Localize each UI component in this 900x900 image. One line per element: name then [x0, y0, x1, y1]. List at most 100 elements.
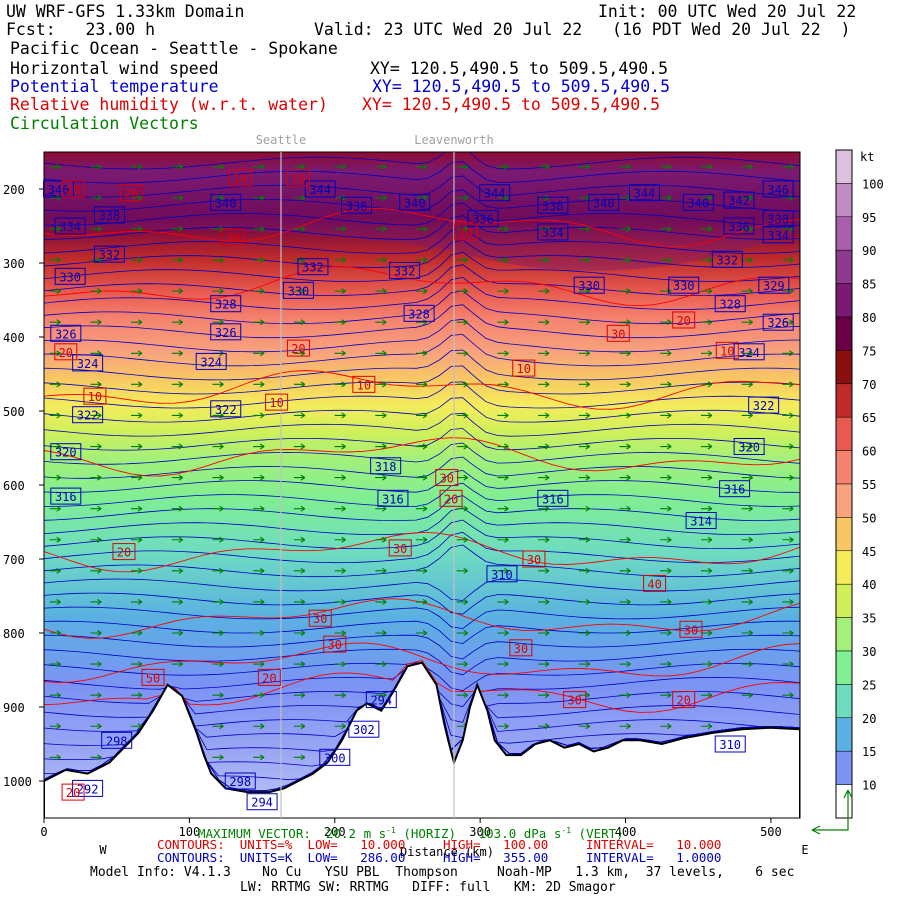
theta-label: 298 [106, 734, 128, 748]
rh-label-box [352, 375, 376, 393]
theta-label-box [72, 779, 104, 797]
circulation-vector [578, 319, 591, 326]
circulation-vector [660, 474, 672, 481]
rh-label: 20 [66, 786, 80, 800]
rh-label: 10 [291, 172, 305, 186]
circulation-vector [497, 257, 509, 264]
circulation-vector [293, 194, 306, 201]
circulation-vector [212, 163, 224, 170]
circulation-vector [293, 754, 306, 761]
rh-label-box [435, 469, 459, 487]
circulation-vector [49, 630, 61, 636]
circulation-vector [741, 598, 753, 605]
rh-label-box [308, 609, 332, 627]
circulation-vector [700, 567, 713, 574]
circulation-vector [49, 319, 61, 326]
theta-contour [44, 215, 800, 240]
circulation-vector [538, 288, 550, 295]
model-title: UW WRF-GFS 1.33km Domain [6, 2, 245, 21]
rh-label-box [61, 783, 85, 801]
circulation-vector [660, 412, 672, 419]
theta-label: 340 [687, 196, 709, 210]
circulation-vector [456, 474, 468, 481]
circulation-vector [171, 536, 184, 543]
circulation-vector [334, 412, 346, 419]
circulation-vector [334, 225, 346, 232]
circulation-vector [578, 692, 591, 699]
circulation-vector [660, 661, 672, 668]
colorbar-label: 60 [862, 445, 876, 459]
colorbar-swatch [835, 583, 853, 618]
circulation-vector [782, 661, 794, 668]
rh-label: 10 [88, 390, 102, 404]
circulation-vector [293, 225, 306, 232]
theta-label-box [479, 184, 511, 202]
theta-label-box [399, 193, 431, 211]
circulation-vector [578, 163, 591, 170]
circulation-vector [334, 567, 346, 574]
rh-label: 30 [527, 553, 541, 567]
circulation-vector [497, 474, 509, 481]
circulation-vector [49, 381, 61, 388]
theta-label: 329 [763, 279, 785, 293]
theta-label: 332 [716, 253, 738, 267]
colorbar-label: 45 [862, 545, 876, 559]
circulation-vector [334, 288, 346, 295]
circulation-vector [741, 505, 753, 512]
theta-contour [44, 251, 800, 282]
circulation-vector [334, 505, 346, 512]
rh-label: 20 [262, 671, 276, 685]
circulation-vector [212, 288, 224, 295]
circulation-vector [253, 381, 265, 388]
theta-label-box [723, 191, 755, 209]
colorbar-unit: kt [860, 150, 874, 164]
circulation-vector [171, 474, 184, 481]
circulation-vector [253, 630, 265, 636]
circulation-vector [538, 350, 550, 357]
circulation-vector [497, 412, 509, 419]
circulation-vector [171, 350, 184, 357]
theta-contour [44, 381, 800, 409]
circulation-vector [578, 567, 591, 574]
circulation-vector [538, 381, 550, 388]
circulation-vector [538, 598, 550, 605]
circulation-vector [416, 163, 428, 170]
location-label: Seattle [256, 133, 307, 147]
circulation-vector [619, 505, 631, 512]
theta-label: 326 [215, 326, 237, 340]
theta-contour [44, 276, 800, 311]
theta-label: 310 [719, 738, 741, 752]
theta-label: 324 [200, 355, 222, 369]
theta-label: 316 [382, 492, 404, 506]
rh-contour [44, 370, 800, 410]
y-tick-label: 600 [3, 479, 25, 493]
colorbar-swatch [835, 483, 853, 518]
colorbar-swatch [835, 784, 853, 819]
circulation-vector [416, 412, 428, 419]
xy-potential-temperature: XY= 120.5,490.5 to 509.5,490.5 [372, 77, 671, 96]
circulation-vector [131, 598, 143, 605]
circulation-vector [375, 692, 387, 699]
model-info: Model Info: V4.1.3 No Cu YSU PBL Thompso… [90, 865, 795, 880]
circulation-vector [334, 536, 346, 543]
theta-label: 336 [728, 220, 750, 234]
field-potential-temperature: Potential temperature [10, 77, 219, 96]
theta-label: 332 [99, 248, 121, 262]
circulation-vector [741, 443, 753, 450]
circulation-vector [49, 412, 61, 419]
circulation-vector [619, 412, 631, 419]
theta-label: 324 [738, 346, 760, 360]
theta-label: 334 [767, 229, 789, 243]
circulation-vector [293, 288, 306, 295]
theta-label: 300 [324, 751, 346, 765]
circulation-vector [660, 443, 672, 450]
circulation-vector [253, 474, 265, 481]
circulation-vector [131, 350, 143, 357]
circulation-vector [212, 567, 224, 574]
circulation-vector [253, 443, 265, 450]
circulation-vector [538, 443, 550, 450]
circulation-vector [212, 505, 224, 512]
circulation-vector [131, 723, 143, 730]
theta-label: 298 [229, 775, 251, 789]
circulation-vector [700, 723, 713, 730]
